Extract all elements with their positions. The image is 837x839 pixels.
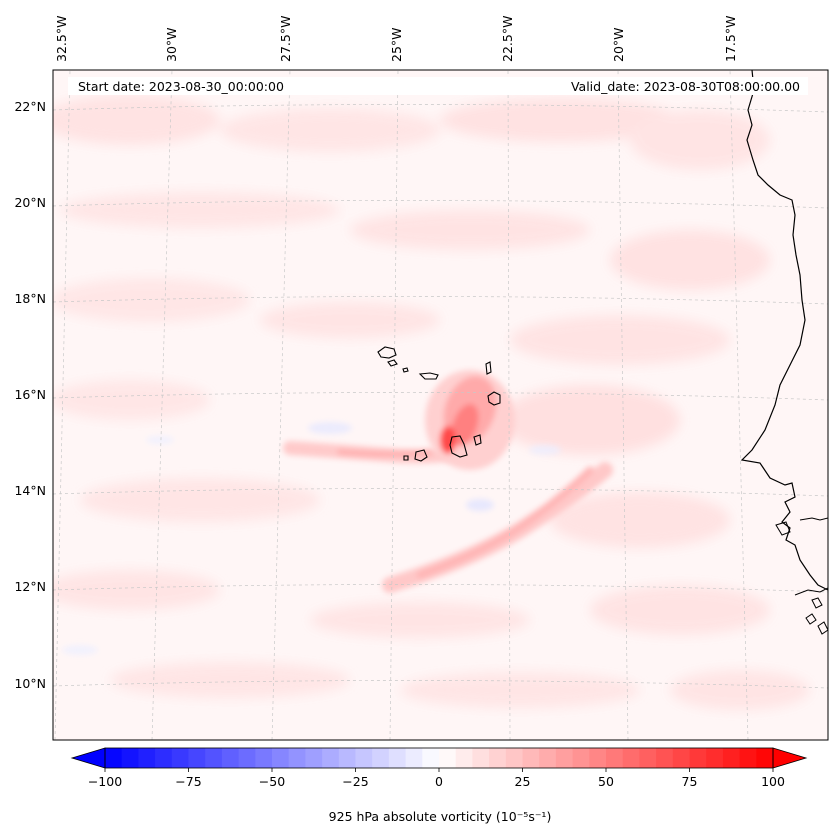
colorbar-segment bbox=[188, 748, 206, 768]
colorbar-segment bbox=[288, 748, 306, 768]
colorbar-segment bbox=[539, 748, 557, 768]
colorbar-segment bbox=[272, 748, 290, 768]
colorbar-segment bbox=[489, 748, 507, 768]
vorticity-field: Start date: 2023-08-30_00:00:00 Valid_da… bbox=[53, 70, 828, 740]
colorbar-segment bbox=[505, 748, 524, 768]
colorbar-segment bbox=[672, 748, 691, 768]
colorbar-segment bbox=[606, 748, 624, 768]
colorbar-tick-label: −50 bbox=[259, 774, 285, 789]
colorbar-tick-label: 0 bbox=[435, 774, 443, 789]
lat-label: 14°N bbox=[14, 483, 46, 498]
lat-label: 12°N bbox=[14, 579, 46, 594]
map-frame bbox=[52, 69, 829, 741]
colorbar-tick-label: 100 bbox=[761, 774, 785, 789]
colorbar-segment bbox=[739, 748, 757, 768]
colorbar-segment bbox=[205, 748, 223, 768]
valid-date-label: Valid_date: 2023-08-30T08:00:00.00 bbox=[571, 79, 800, 94]
colorbar-segment bbox=[238, 748, 256, 768]
colorbar-segment bbox=[171, 748, 190, 768]
colorbar-segment bbox=[305, 748, 323, 768]
colorbar-segment bbox=[338, 748, 357, 768]
lat-label: 16°N bbox=[14, 387, 46, 402]
colorbar-segment bbox=[372, 748, 390, 768]
colorbar-segment bbox=[589, 748, 607, 768]
colorbar-segment bbox=[455, 748, 473, 768]
lat-label: 10°N bbox=[14, 676, 46, 691]
island-outlines bbox=[377, 346, 501, 462]
colorbar-segment bbox=[756, 748, 774, 768]
colorbar-segment bbox=[572, 748, 590, 768]
colorbar-tick-label: 75 bbox=[682, 774, 698, 789]
lon-label: 17.5°W bbox=[723, 16, 738, 62]
lat-label: 22°N bbox=[14, 99, 46, 114]
colorbar-tick-label: −75 bbox=[175, 774, 201, 789]
lon-label: 20°W bbox=[611, 27, 626, 62]
lon-label: 30°W bbox=[164, 27, 179, 62]
colorbar-max-extend bbox=[772, 747, 808, 769]
colorbar-segment bbox=[355, 748, 373, 768]
colorbar-segment bbox=[121, 748, 139, 768]
lon-label: 25°W bbox=[389, 27, 404, 62]
start-date-label: Start date: 2023-08-30_00:00:00 bbox=[78, 79, 284, 94]
colorbar-segment bbox=[105, 748, 123, 768]
colorbar-segment bbox=[722, 748, 741, 768]
date-banner bbox=[68, 77, 808, 95]
colorbar-segment bbox=[155, 748, 173, 768]
colorbar-segment bbox=[706, 748, 724, 768]
colorbar-segment bbox=[522, 748, 540, 768]
colorbar-segment bbox=[255, 748, 273, 768]
latitude-labels: 22°N 20°N 18°N 16°N 14°N 12°N 10°N bbox=[14, 99, 46, 691]
colorbar-ticks: −100 −75 −50 −25 0 25 50 75 100 bbox=[88, 768, 785, 789]
colorbar-segment bbox=[405, 748, 423, 768]
colorbar-segment bbox=[221, 748, 240, 768]
gridlines bbox=[53, 70, 828, 740]
colorbar-segment bbox=[555, 748, 574, 768]
colorbar-segment bbox=[388, 748, 407, 768]
coastline-details bbox=[775, 517, 828, 635]
lon-label: 32.5°W bbox=[54, 16, 69, 62]
colorbar-segment bbox=[472, 748, 490, 768]
colorbar-tick-label: −100 bbox=[88, 774, 122, 789]
colorbar-tick-label: −25 bbox=[342, 774, 368, 789]
colorbar-label: 925 hPa absolute vorticity (10⁻⁵s⁻¹) bbox=[329, 809, 552, 824]
colorbar bbox=[70, 747, 808, 769]
colorbar-segment bbox=[689, 748, 707, 768]
colorbar-segment bbox=[439, 748, 457, 768]
colorbar-segment bbox=[322, 748, 340, 768]
colorbar-tick-label: 50 bbox=[598, 774, 614, 789]
lat-label: 20°N bbox=[14, 195, 46, 210]
colorbar-segment bbox=[622, 748, 640, 768]
colorbar-segment bbox=[639, 748, 657, 768]
longitude-labels: 32.5°W 30°W 27.5°W 25°W 22.5°W 20°W 17.5… bbox=[54, 16, 738, 62]
colorbar-tick-label: 25 bbox=[515, 774, 531, 789]
colorbar-segment bbox=[422, 748, 440, 768]
lon-label: 27.5°W bbox=[278, 16, 293, 62]
lat-label: 18°N bbox=[14, 291, 46, 306]
colorbar-segment bbox=[138, 748, 156, 768]
colorbar-min-extend bbox=[70, 747, 106, 769]
coastline bbox=[740, 70, 828, 591]
lon-label: 22.5°W bbox=[500, 16, 515, 62]
colorbar-segment bbox=[656, 748, 674, 768]
